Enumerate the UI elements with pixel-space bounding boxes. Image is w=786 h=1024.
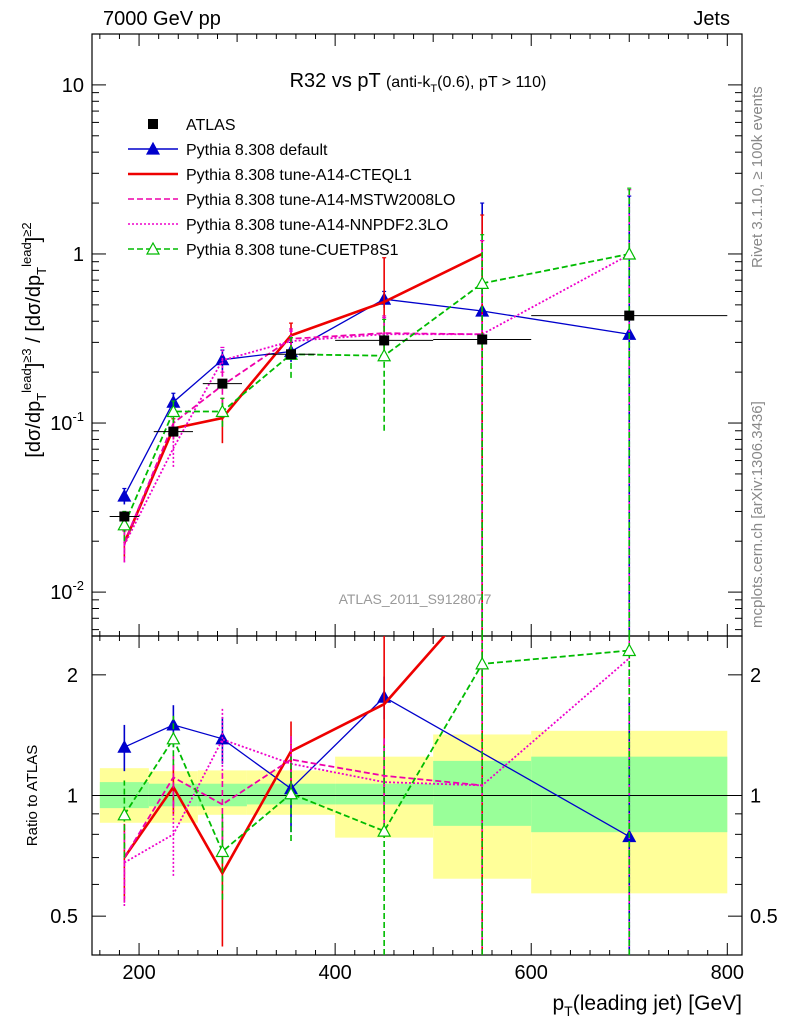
ratio-y-tick-label: 2 xyxy=(67,665,78,687)
data-point xyxy=(217,378,228,389)
ratio-series-marker xyxy=(475,656,490,670)
ratio-series-marker xyxy=(117,807,132,821)
y-tick-label: 10 xyxy=(62,75,84,97)
y-axis-title-part: ] xyxy=(23,237,45,243)
legend-marker xyxy=(145,141,161,155)
ratio-series-line xyxy=(124,696,630,838)
y-axis-title-part: T xyxy=(34,393,49,401)
legend-data-marker xyxy=(148,119,158,129)
series-line xyxy=(123,253,630,526)
data-point xyxy=(119,511,130,522)
series-marker xyxy=(622,246,637,260)
x-tick-label: 200 xyxy=(122,962,155,984)
legend: ATLAS Pythia 8.308 default Pythia 8.308 tu… xyxy=(128,117,455,259)
y-tick-exponent: -2 xyxy=(72,578,84,593)
series-marker xyxy=(166,404,181,418)
rivet-label: Rivet 3.1.10, ≥ 100k events xyxy=(749,86,766,268)
ratio-series-line xyxy=(123,636,447,876)
ratio-y-tick-label: 1 xyxy=(67,786,78,808)
y-axis-title-part: T xyxy=(34,267,49,275)
y-axis-title-part: ≥3 xyxy=(19,348,34,362)
data-point xyxy=(286,349,297,360)
y-tick-label: 1 xyxy=(73,244,84,266)
mcplots-label: mcplots.cern.ch [arXiv:1306.3436] xyxy=(749,401,766,628)
data-point xyxy=(168,426,179,437)
x-tick-label: 800 xyxy=(711,962,744,984)
y-axis-title-part: lead xyxy=(19,242,34,267)
y-tick-exponent: -1 xyxy=(72,409,84,424)
y-axis-title-part: ] xyxy=(23,363,45,369)
ratio-series-marker xyxy=(117,739,132,753)
legend-label: Pythia 8.308 tune-A14-MSTW2008LO xyxy=(186,192,455,209)
ratio-series-marker xyxy=(215,844,230,858)
chart-subtitle-rest: (0.6), pT > 110) xyxy=(437,74,546,91)
ratio-y-tick-label: 0.5 xyxy=(50,906,78,928)
series-marker xyxy=(475,276,490,289)
y-tick-label: 10-2 xyxy=(50,578,84,604)
data-point xyxy=(624,310,635,321)
data-point xyxy=(379,335,390,346)
series-line xyxy=(123,298,630,497)
y-axis-title: [dσ/dpTlead]≥3 / [dσ/dpTlead]≥2 xyxy=(19,222,49,457)
legend-label: Pythia 8.308 default xyxy=(186,142,328,159)
ratio-series-group xyxy=(117,636,637,955)
x-axis-title: pT(leading jet) [GeV] xyxy=(552,992,742,1019)
series-line xyxy=(123,252,483,544)
y-tick-label: 10-1 xyxy=(50,409,84,435)
ratio-y-tick-label-right: 0.5 xyxy=(750,906,778,928)
series-line xyxy=(123,253,630,546)
jets-label: Jets xyxy=(693,8,730,30)
energy-label: 7000 GeV pp xyxy=(103,8,221,30)
ratio-y-tick-label-right: 1 xyxy=(750,786,761,808)
ratio-series-marker xyxy=(377,823,392,837)
ratio-y-tick-label-right: 2 xyxy=(750,665,761,687)
chart-title: R32 vs pT (anti-kT(0.6), pT > 110) xyxy=(290,70,547,95)
series-marker xyxy=(117,517,132,531)
series-marker xyxy=(215,404,230,418)
ratio-bands xyxy=(99,730,728,894)
legend-marker xyxy=(145,241,161,255)
x-axis-title-rest: (leading jet) [GeV] xyxy=(573,992,742,1015)
series-line xyxy=(123,332,483,544)
legend-label: Pythia 8.308 tune-A14-CTEQL1 xyxy=(186,167,412,184)
chart-subtitle-sub: T xyxy=(430,83,437,95)
x-tick-label: 400 xyxy=(318,962,351,984)
ratio-series-marker xyxy=(622,643,637,657)
y-axis-title-part: lead xyxy=(19,368,34,393)
y-axis-title-part: [dσ/dp xyxy=(23,401,45,458)
main-series-group xyxy=(109,187,728,636)
x-axis-title-sub: T xyxy=(564,1003,573,1019)
legend-label: Pythia 8.308 tune-A14-NNPDF2.3LO xyxy=(186,217,448,234)
series-marker xyxy=(117,488,132,502)
ratio-axis-title: Ratio to ATLAS xyxy=(24,745,41,846)
series-marker xyxy=(377,348,392,362)
x-tick-label: 600 xyxy=(515,962,548,984)
legend-label: Pythia 8.308 tune-CUETP8S1 xyxy=(186,242,399,259)
ratio-series-marker xyxy=(284,786,299,800)
y-axis-title-part: ≥2 xyxy=(19,222,34,236)
chart-subtitle: (anti-k xyxy=(386,74,431,91)
y-axis-title-part: / [dσ/dp xyxy=(23,275,45,349)
watermark-text: ATLAS_2011_S9128077 xyxy=(339,591,492,607)
ratio-series-marker xyxy=(166,731,181,745)
legend-data-label: ATLAS xyxy=(186,117,236,134)
ratio-series-line xyxy=(123,758,483,859)
data-point xyxy=(477,334,488,345)
